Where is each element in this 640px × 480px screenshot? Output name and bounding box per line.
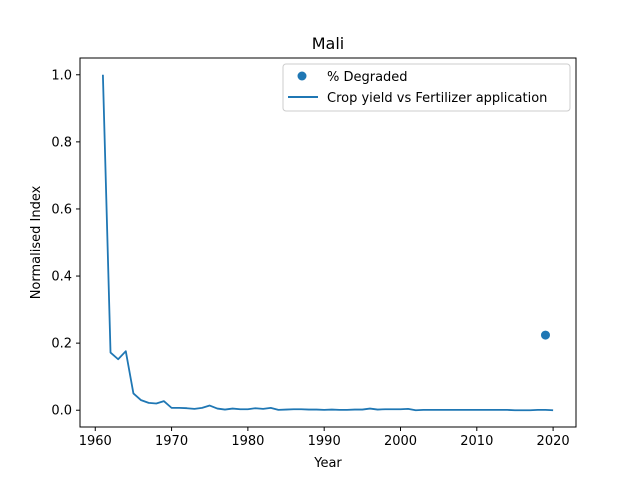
x-tick-label: 2010 bbox=[460, 434, 493, 449]
x-tick-label: 1960 bbox=[79, 434, 112, 449]
scatter-point-degraded bbox=[540, 330, 550, 340]
axes-frame bbox=[79, 57, 577, 428]
axis-ticks: 1960 1970 1980 1990 2000 2010 2020 0.0 0.2 0.4 0.6… bbox=[51, 68, 569, 449]
y-tick-label: 0.0 bbox=[51, 404, 72, 419]
x-tick-label: 1970 bbox=[155, 434, 188, 449]
legend-box bbox=[282, 63, 571, 112]
legend-label-degraded: % Degraded bbox=[327, 70, 408, 85]
x-axis-label: Year bbox=[313, 456, 342, 471]
y-tick-label: 0.4 bbox=[51, 270, 72, 285]
legend-label-crop-yield: Crop yield vs Fertilizer application bbox=[327, 91, 547, 106]
y-tick-label: 0.6 bbox=[51, 202, 72, 217]
legend-scatter-marker bbox=[297, 71, 307, 81]
y-tick-label: 1.0 bbox=[51, 68, 72, 83]
series-line-crop-yield bbox=[101, 74, 554, 412]
y-axis-label: Normalised Index bbox=[29, 185, 44, 299]
x-tick-label: 2020 bbox=[537, 434, 570, 449]
y-tick-label: 0.2 bbox=[51, 337, 72, 352]
chart-title: Mali bbox=[312, 34, 345, 53]
plot-area bbox=[101, 74, 554, 412]
x-tick-label: 1980 bbox=[231, 434, 264, 449]
y-tick-label: 0.8 bbox=[51, 135, 72, 150]
x-tick-label: 2000 bbox=[384, 434, 417, 449]
legend: % Degraded Crop yield vs Fertilizer appl… bbox=[282, 63, 571, 112]
x-tick-label: 1990 bbox=[308, 434, 341, 449]
